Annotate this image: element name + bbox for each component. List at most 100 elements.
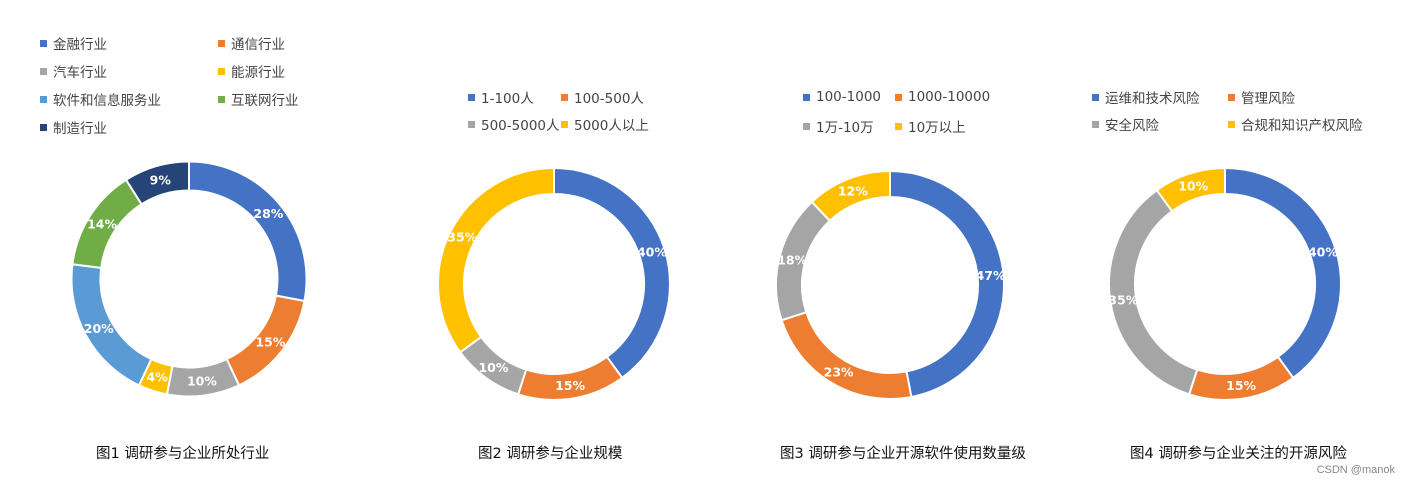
- legend-label: 管理风险: [1241, 91, 1295, 107]
- data-label: 18%: [777, 252, 807, 267]
- legend-item-4-0: 运维和技术风险: [1092, 87, 1200, 107]
- donut-slice: [1155, 166, 1226, 213]
- legend-item-4-2: 安全风险: [1092, 114, 1159, 134]
- legend-item-2-2: 500-5000人: [468, 114, 560, 134]
- data-label: 10%: [1178, 179, 1208, 194]
- donut-slice: [780, 310, 913, 400]
- legend-swatch: [895, 122, 902, 130]
- legend-item-2-0: 1-100人: [468, 87, 534, 107]
- chart-panel-4: 运维和技术风险 管理风险 安全风险 合规和知识产权风险 40% 15% 35% 10%…: [1050, 0, 1409, 486]
- legend-label: 5000人以上: [574, 118, 649, 134]
- donut-chart-3: 47% 23% 18% 12%: [775, 169, 1006, 400]
- donut-slice: [188, 160, 308, 303]
- legend-swatch: [40, 39, 47, 47]
- legend-label: 通信行业: [231, 37, 285, 53]
- data-label: 4%: [147, 369, 169, 384]
- chart-caption-2: 图2 调研参与企业规模: [478, 446, 623, 462]
- legend-swatch: [218, 39, 225, 47]
- legend-label: 10万以上: [908, 120, 966, 136]
- data-label: 35%: [447, 230, 477, 245]
- legend-label: 500-5000人: [481, 118, 560, 134]
- chart-panel-2: 1-100人 100-500人 500-5000人 5000人以上 40% 15%…: [350, 0, 700, 486]
- legend-label: 1-100人: [481, 91, 534, 107]
- legend-swatch: [803, 93, 810, 101]
- legend-swatch: [561, 93, 568, 101]
- legend-swatch: [1228, 93, 1235, 101]
- donut-slice: [889, 169, 1005, 399]
- data-label: 23%: [824, 364, 854, 379]
- data-label: 14%: [87, 216, 117, 231]
- legend-item-1-3: 能源行业: [218, 61, 285, 81]
- donut-slice: [124, 160, 190, 206]
- legend-item-4-1: 管理风险: [1228, 87, 1295, 107]
- data-label: 47%: [976, 268, 1006, 283]
- donut-slice: [1224, 166, 1342, 380]
- legend-label: 金融行业: [53, 37, 107, 53]
- legend-label: 安全风险: [1105, 118, 1159, 134]
- data-label: 40%: [637, 245, 667, 260]
- legend-label: 100-1000: [816, 89, 881, 105]
- legend-item-1-4: 软件和信息服务业: [40, 89, 161, 109]
- data-label: 35%: [1108, 293, 1138, 308]
- legend-item-1-1: 通信行业: [218, 33, 285, 53]
- legend-label: 能源行业: [231, 65, 285, 81]
- legend-item-3-2: 1万-10万: [803, 116, 874, 136]
- legend-item-4-3: 合规和知识产权风险: [1228, 114, 1363, 134]
- donut-chart-4: 40% 15% 35% 10%: [1108, 166, 1342, 401]
- legend-label: 100-500人: [574, 91, 644, 107]
- legend-4: 运维和技术风险 管理风险 安全风险 合规和知识产权风险: [1092, 87, 1402, 147]
- legend-swatch: [40, 95, 47, 103]
- legend-2: 1-100人 100-500人 500-5000人 5000人以上: [468, 87, 698, 147]
- chart-caption-3: 图3 调研参与企业开源软件使用数量级: [780, 446, 1026, 462]
- data-label: 10%: [187, 374, 217, 389]
- legend-item-1-0: 金融行业: [40, 33, 107, 53]
- chart-panel-3: 100-1000 1000-10000 1万-10万 10万以上 47% 23% 1…: [700, 0, 1050, 486]
- data-label: 10%: [478, 360, 508, 375]
- data-label: 9%: [150, 173, 172, 188]
- data-label: 20%: [84, 321, 114, 336]
- watermark: CSDN @manok: [1316, 464, 1395, 476]
- chart-panel-1: 金融行业 通信行业 汽车行业 能源行业 软件和信息服务业 互联网行业 制造行业 …: [0, 0, 350, 486]
- legend-label: 软件和信息服务业: [53, 93, 161, 109]
- donut-slice: [437, 166, 555, 354]
- legend-item-1-5: 互联网行业: [218, 89, 299, 109]
- legend-label: 1000-10000: [908, 89, 991, 105]
- legend-swatch: [218, 95, 225, 103]
- donut-slice: [810, 169, 891, 223]
- donut-slice: [553, 166, 671, 380]
- legend-swatch: [468, 93, 475, 101]
- legend-label: 1万-10万: [816, 120, 874, 136]
- legend-swatch: [218, 67, 225, 75]
- legend-label: 汽车行业: [53, 65, 107, 81]
- legend-swatch: [895, 93, 902, 101]
- legend-swatch: [803, 122, 810, 130]
- chart-caption-4: 图4 调研参与企业关注的开源风险: [1130, 446, 1347, 462]
- legend-label: 互联网行业: [231, 93, 299, 109]
- legend-item-1-6: 制造行业: [40, 117, 107, 137]
- legend-swatch: [1228, 120, 1235, 128]
- legend-swatch: [40, 67, 47, 75]
- legend-label: 制造行业: [53, 121, 107, 137]
- donut-chart-1: 28% 15% 10% 4% 20% 14% 9%: [70, 160, 308, 398]
- legend-item-2-3: 5000人以上: [561, 114, 649, 134]
- data-label: 40%: [1308, 245, 1338, 260]
- data-label: 12%: [838, 184, 868, 199]
- legend-swatch: [468, 120, 475, 128]
- legend-item-3-3: 10万以上: [895, 116, 966, 136]
- chart-caption-1: 图1 调研参与企业所处行业: [96, 446, 270, 462]
- legend-item-3-1: 1000-10000: [895, 89, 990, 105]
- legend-1: 金融行业 通信行业 汽车行业 能源行业 软件和信息服务业 互联网行业 制造行业: [40, 33, 350, 143]
- legend-swatch: [1092, 120, 1099, 128]
- data-label: 15%: [1226, 378, 1256, 393]
- legend-item-3-0: 100-1000: [803, 89, 881, 105]
- legend-label: 运维和技术风险: [1105, 91, 1200, 107]
- legend-swatch: [40, 123, 47, 131]
- legend-3: 100-1000 1000-10000 1万-10万 10万以上: [803, 89, 1043, 149]
- data-label: 15%: [555, 378, 585, 393]
- data-label: 15%: [255, 335, 285, 350]
- legend-label: 合规和知识产权风险: [1241, 118, 1363, 134]
- legend-item-1-2: 汽车行业: [40, 61, 107, 81]
- legend-swatch: [561, 120, 568, 128]
- legend-item-2-1: 100-500人: [561, 87, 644, 107]
- data-label: 28%: [253, 206, 283, 221]
